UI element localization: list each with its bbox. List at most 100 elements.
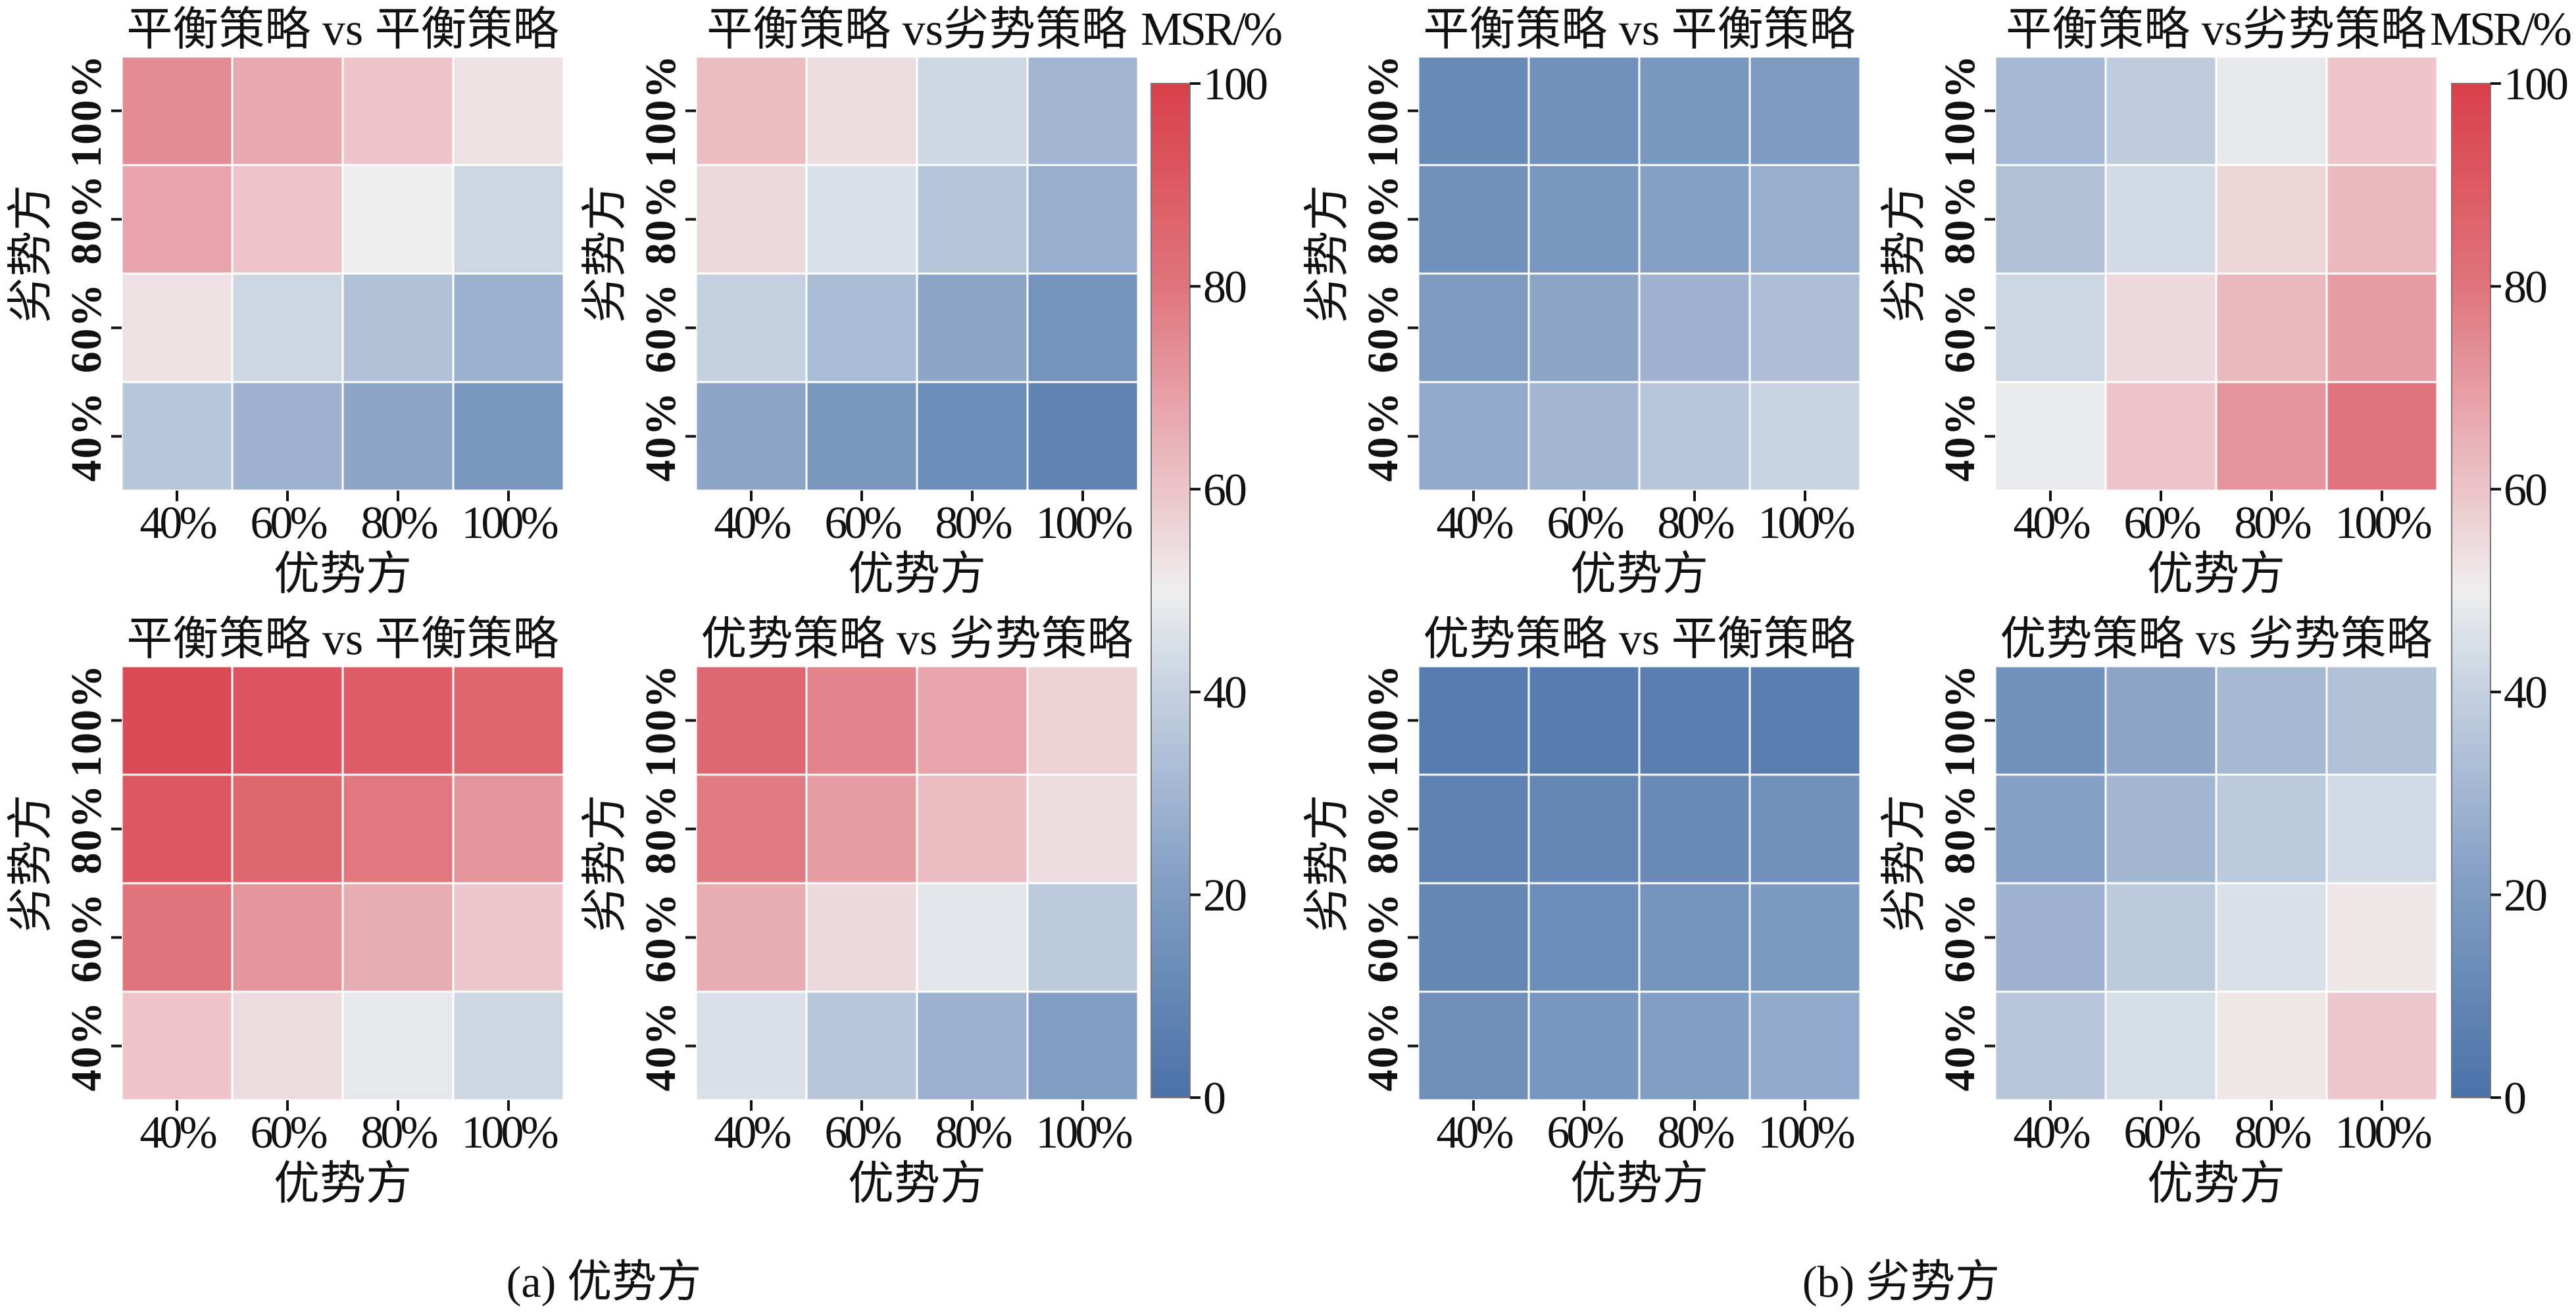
colorbar-title: MSR/% <box>2430 3 2571 55</box>
heatmap-cell <box>2215 882 2328 993</box>
heatmap-cell <box>341 272 455 383</box>
heatmap-cell <box>695 665 808 776</box>
heatmap-cell <box>2325 773 2439 885</box>
heatmap-cell <box>695 381 808 492</box>
x-tick-label: 60% <box>1547 498 1623 548</box>
x-tick-label: 60% <box>824 1107 901 1158</box>
y-tick-label: 60% <box>62 892 111 983</box>
y-tick-label: 40% <box>1359 391 1407 482</box>
heatmap-cell <box>341 882 455 993</box>
heatmap-cell <box>695 773 808 885</box>
heatmap-cell <box>452 882 565 993</box>
heatmap-cell <box>231 164 344 275</box>
heatmap-cell <box>2325 882 2439 993</box>
heatmap-cell <box>1417 55 1530 166</box>
y-tick-label: 60% <box>1936 283 1984 374</box>
heatmap-cell <box>1638 665 1751 776</box>
heatmap-cell <box>1417 773 1530 885</box>
y-tick-label: 60% <box>1359 892 1407 983</box>
heatmap-cell <box>1527 272 1641 383</box>
heatmap-cell <box>695 990 808 1102</box>
heatmap-cell <box>341 164 455 275</box>
heatmap-cell <box>341 381 455 492</box>
y-tick-label: 100% <box>62 664 111 777</box>
colorbar-tick-label: 0 <box>2504 1073 2525 1124</box>
heatmap-cell <box>1638 381 1751 492</box>
heatmap-cell <box>120 381 234 492</box>
x-tick-label: 40% <box>2013 498 2089 548</box>
y-tick-label: 80% <box>1359 784 1407 875</box>
heatmap-cell <box>695 55 808 166</box>
x-tick-label: 40% <box>714 498 790 548</box>
heatmap-panel: 平衡策略 vs 平衡策略 40% 60% 80% 100% 100% 80% 60% 40% 优势… <box>6 614 565 1209</box>
colorbar-tick-label: 0 <box>1203 1073 1225 1124</box>
heatmap-cell <box>1527 773 1641 885</box>
heatmap-cell <box>1417 665 1530 776</box>
heatmap-cell <box>805 164 918 275</box>
heatmap-cell <box>452 164 565 275</box>
y-axis-label: 劣势方 <box>580 185 631 323</box>
heatmap-cell <box>1748 272 1862 383</box>
caption-b: (b) 劣势方 <box>1802 1257 2000 1307</box>
heatmap-cell <box>695 882 808 993</box>
x-tick-label: 100% <box>1035 1107 1131 1158</box>
x-axis-label: 优势方 <box>274 1159 412 1209</box>
y-axis-label: 劣势方 <box>580 794 631 933</box>
y-tick-label: 40% <box>1936 1001 1984 1092</box>
heatmap-cell <box>231 882 344 993</box>
heatmap-cell <box>805 55 918 166</box>
heatmap-cell <box>1417 164 1530 275</box>
heatmap-cell <box>1638 882 1751 993</box>
y-tick-label: 40% <box>1936 391 1984 482</box>
heatmap-panel: 优势策略 vs 劣势策略 40% 60% 80% 100% 100% 80% 60% 40% 优势… <box>1879 614 2439 1209</box>
y-tick-label: 60% <box>1359 283 1407 374</box>
heatmap-cell <box>120 665 234 776</box>
panel-title: 优势策略 vs 劣势策略 <box>701 614 1133 665</box>
y-tick-label: 40% <box>62 1001 111 1092</box>
colorbar-title: MSR/% <box>1141 3 1281 55</box>
heatmap-cell <box>2104 55 2217 166</box>
colorbar-tick-label: 20 <box>2504 871 2546 921</box>
x-tick-label: 40% <box>1436 1107 1512 1158</box>
heatmap-cell <box>452 773 565 885</box>
heatmap-cell <box>231 990 344 1102</box>
heatmap-cell <box>1026 272 1139 383</box>
x-tick-label: 60% <box>250 1107 326 1158</box>
heatmap-cell <box>1994 164 2107 275</box>
heatmap-cell <box>1638 164 1751 275</box>
heatmap-cell <box>231 55 344 166</box>
heatmap-cell <box>916 381 1029 492</box>
y-axis-label: 劣势方 <box>1302 794 1353 933</box>
colorbar-gradient <box>1151 83 1191 1098</box>
heatmap-cell <box>1417 882 1530 993</box>
heatmap-cell <box>1026 773 1139 885</box>
x-tick-label: 40% <box>139 498 216 548</box>
heatmap-cell <box>1994 990 2107 1102</box>
heatmap-cell <box>341 55 455 166</box>
heatmap-panel: 平衡策略 vs 平衡策略 40% 60% 80% 100% 100% 80% 60% 40% 优势… <box>6 5 565 600</box>
heatmap-cell <box>231 381 344 492</box>
y-tick-label: 60% <box>637 892 685 983</box>
x-tick-label: 100% <box>2335 1107 2431 1158</box>
heatmap-cell <box>916 164 1029 275</box>
heatmap-cell <box>1417 272 1530 383</box>
heatmap-cell <box>2325 665 2439 776</box>
x-tick-label: 40% <box>139 1107 216 1158</box>
heatmap-cell <box>231 665 344 776</box>
y-axis-label: 劣势方 <box>1879 185 1930 323</box>
x-tick-label: 100% <box>1758 498 1854 548</box>
heatmap-cell <box>452 55 565 166</box>
y-tick-label: 100% <box>62 54 111 168</box>
heatmap-cell <box>916 665 1029 776</box>
heatmap-cell <box>1748 381 1862 492</box>
heatmap-cell <box>452 665 565 776</box>
heatmap-cell <box>1026 665 1139 776</box>
heatmap-cell <box>916 882 1029 993</box>
heatmap-cell <box>1638 272 1751 383</box>
y-tick-label: 40% <box>637 391 685 482</box>
x-tick-label: 100% <box>461 498 557 548</box>
x-tick-label: 40% <box>1436 498 1512 548</box>
colorbar-tick-label: 60 <box>1203 465 1246 516</box>
y-axis-label: 劣势方 <box>6 185 57 323</box>
